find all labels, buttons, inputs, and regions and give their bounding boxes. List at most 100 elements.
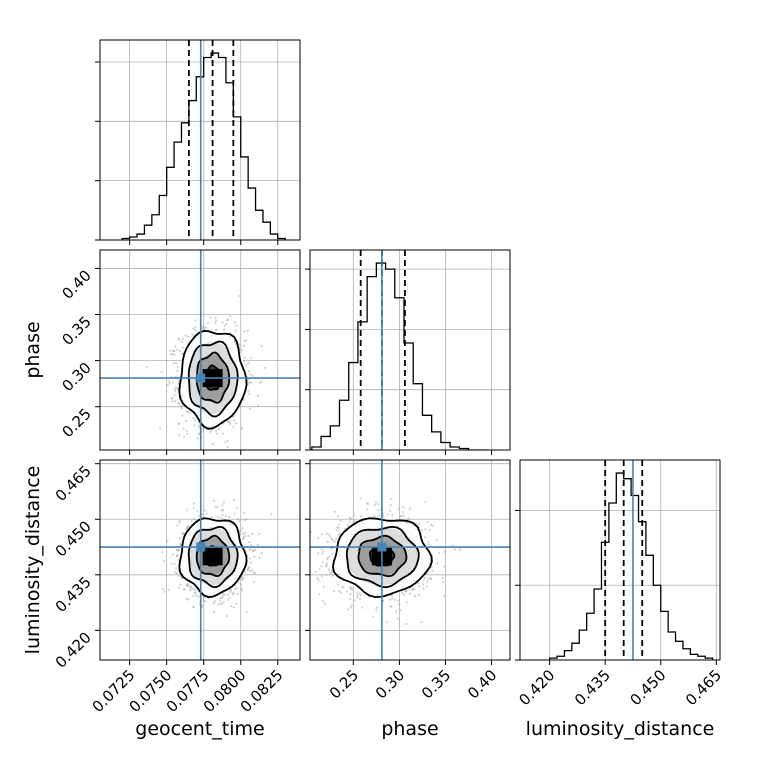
sample-point-geocent-time-vs-luminosity-distance: [194, 592, 197, 595]
sample-point-geocent-time-vs-phase: [172, 362, 176, 365]
sample-point-geocent-time-vs-phase: [226, 439, 229, 443]
sample-point-geocent-time-vs-phase: [174, 345, 177, 348]
sample-point-geocent-time-vs-phase: [177, 422, 180, 425]
sample-point-geocent-time-vs-luminosity-distance: [205, 512, 208, 515]
sample-point-phase-vs-luminosity-distance: [431, 524, 434, 527]
sample-point-geocent-time-vs-phase: [210, 425, 213, 428]
sample-point-geocent-time-vs-phase: [256, 394, 259, 397]
sample-point-phase-vs-luminosity-distance: [350, 586, 353, 589]
sample-point-phase-vs-luminosity-distance: [331, 552, 334, 556]
sample-point-geocent-time-vs-phase: [172, 349, 175, 353]
sample-point-geocent-time-vs-luminosity-distance: [229, 588, 232, 591]
sample-point-phase-vs-luminosity-distance: [321, 561, 324, 564]
sample-point-geocent-time-vs-phase: [247, 370, 250, 373]
y-label-phase: phase: [22, 321, 44, 378]
sample-point-phase-vs-luminosity-distance: [337, 515, 340, 518]
sample-point-phase-vs-luminosity-distance: [406, 518, 409, 521]
sample-point-phase-vs-luminosity-distance: [431, 569, 434, 573]
sample-point-geocent-time-vs-phase: [201, 428, 204, 431]
sample-point-geocent-time-vs-phase: [228, 420, 232, 423]
panel-frame-2-0: [99, 459, 301, 661]
sample-point-geocent-time-vs-luminosity-distance: [219, 599, 222, 602]
sample-point-phase-vs-luminosity-distance: [359, 594, 362, 597]
sample-point-phase-vs-luminosity-distance: [388, 598, 392, 601]
sample-point-geocent-time-vs-phase: [259, 381, 262, 384]
sample-point-geocent-time-vs-phase: [175, 362, 178, 365]
sample-point-phase-vs-luminosity-distance: [325, 573, 328, 577]
sample-point-geocent-time-vs-luminosity-distance: [242, 576, 245, 580]
sample-point-geocent-time-vs-phase: [243, 356, 246, 359]
sample-point-geocent-time-vs-phase: [245, 364, 248, 367]
sample-point-phase-vs-luminosity-distance: [451, 544, 454, 547]
sample-point-geocent-time-vs-phase: [173, 388, 176, 391]
sample-point-geocent-time-vs-phase: [209, 431, 212, 434]
sample-point-geocent-time-vs-phase: [177, 337, 180, 340]
sample-point-phase-vs-luminosity-distance: [332, 539, 335, 542]
sample-point-phase-vs-luminosity-distance: [402, 593, 405, 596]
truth-point-geocent-time-vs-luminosity-distance: [196, 542, 206, 552]
x-label-phase: phase: [381, 718, 438, 740]
sample-point-phase-vs-luminosity-distance: [407, 517, 410, 520]
sample-point-geocent-time-vs-phase: [178, 338, 181, 341]
density-core-geocent-time-vs-phase-0: [202, 369, 213, 380]
sample-point-phase-vs-luminosity-distance: [409, 592, 412, 595]
sample-point-phase-vs-luminosity-distance: [399, 515, 402, 518]
sample-point-geocent-time-vs-phase: [246, 329, 249, 332]
contour-geocent-time-vs-luminosity-distance-3: [203, 545, 222, 567]
sample-point-geocent-time-vs-luminosity-distance: [189, 585, 192, 588]
sample-point-phase-vs-luminosity-distance: [348, 520, 351, 523]
sample-point-phase-vs-luminosity-distance: [397, 617, 400, 620]
sample-point-geocent-time-vs-luminosity-distance: [258, 532, 261, 536]
sample-point-geocent-time-vs-phase: [186, 410, 189, 413]
sample-point-phase-vs-luminosity-distance: [334, 537, 338, 540]
histogram-geocent-time: [121, 52, 286, 240]
sample-point-geocent-time-vs-luminosity-distance: [186, 526, 189, 530]
ticks-layer: 0.250.300.350.400.07250.07500.07750.0800…: [52, 61, 725, 716]
sample-point-phase-vs-luminosity-distance: [417, 523, 420, 527]
sample-point-geocent-time-vs-phase: [185, 429, 188, 432]
sample-point-phase-vs-luminosity-distance: [322, 550, 325, 553]
sample-point-phase-vs-luminosity-distance: [361, 606, 364, 609]
sample-point-geocent-time-vs-luminosity-distance: [250, 543, 253, 547]
sample-point-geocent-time-vs-luminosity-distance: [229, 591, 232, 594]
sample-point-phase-vs-luminosity-distance: [414, 594, 417, 598]
ytick-label-luminosity-distance-2: 0.450: [52, 517, 95, 560]
sample-point-geocent-time-vs-luminosity-distance: [175, 549, 178, 552]
sample-point-geocent-time-vs-luminosity-distance: [186, 525, 190, 528]
ytick-label-luminosity-distance-3: 0.465: [52, 462, 95, 505]
sample-point-phase-vs-luminosity-distance: [400, 514, 403, 517]
sample-point-phase-vs-luminosity-distance: [358, 598, 361, 601]
sample-point-geocent-time-vs-phase: [194, 419, 197, 422]
sample-point-geocent-time-vs-luminosity-distance: [228, 515, 231, 519]
sample-point-phase-vs-luminosity-distance: [348, 516, 351, 520]
panel-frame-0-0: [99, 39, 301, 241]
sample-point-geocent-time-vs-luminosity-distance: [185, 597, 188, 600]
sample-point-geocent-time-vs-phase: [170, 353, 173, 356]
sample-point-phase-vs-luminosity-distance: [398, 507, 401, 510]
sample-point-phase-vs-luminosity-distance: [373, 503, 376, 507]
sample-point-geocent-time-vs-phase: [249, 357, 252, 360]
sample-point-phase-vs-luminosity-distance: [333, 540, 336, 543]
sample-point-geocent-time-vs-luminosity-distance: [191, 595, 194, 598]
sample-point-geocent-time-vs-luminosity-distance: [221, 509, 224, 512]
frames-layer: [99, 39, 721, 661]
sample-point-geocent-time-vs-luminosity-distance: [246, 568, 249, 571]
sample-point-phase-vs-luminosity-distance: [350, 604, 353, 607]
sample-point-phase-vs-luminosity-distance: [337, 527, 341, 530]
sample-point-geocent-time-vs-luminosity-distance: [256, 543, 259, 547]
sample-point-phase-vs-luminosity-distance: [326, 558, 329, 561]
ytick-label-phase-2: 0.35: [58, 313, 94, 349]
sample-point-geocent-time-vs-phase: [178, 350, 182, 353]
sample-point-geocent-time-vs-luminosity-distance: [162, 588, 165, 591]
sample-point-geocent-time-vs-luminosity-distance: [224, 515, 227, 518]
contour-phase-vs-luminosity-distance-3: [368, 545, 396, 567]
sample-point-geocent-time-vs-phase: [179, 405, 182, 408]
sample-point-geocent-time-vs-phase: [171, 400, 174, 403]
sample-point-geocent-time-vs-luminosity-distance: [243, 519, 246, 522]
sample-point-phase-vs-luminosity-distance: [402, 506, 405, 509]
y-label-luminosity-distance: luminosity_distance: [22, 466, 44, 655]
sample-point-geocent-time-vs-luminosity-distance: [193, 591, 197, 594]
sample-point-geocent-time-vs-phase: [243, 360, 246, 363]
sample-point-geocent-time-vs-phase: [263, 366, 266, 369]
sample-point-geocent-time-vs-luminosity-distance: [247, 540, 251, 544]
